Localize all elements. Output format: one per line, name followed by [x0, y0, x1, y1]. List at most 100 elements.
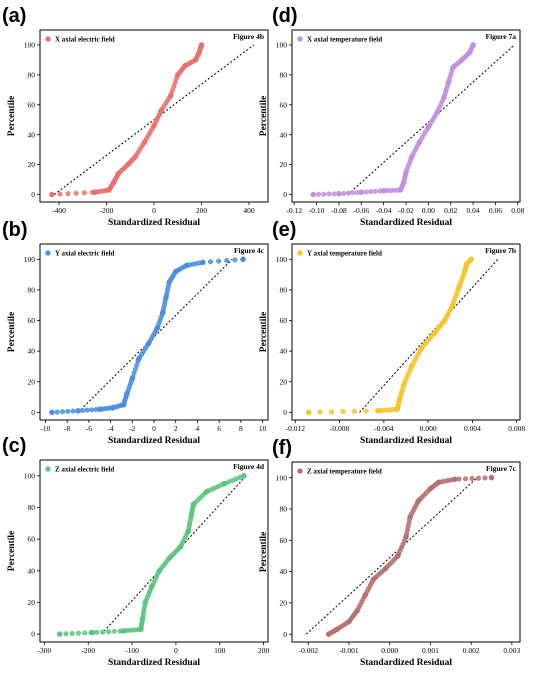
figure-label: Figure 4d: [233, 462, 265, 471]
panel-letter: (e): [272, 219, 296, 241]
data-point: [75, 408, 81, 414]
y-tick-label: 100: [276, 255, 288, 264]
data-point: [461, 268, 468, 275]
data-point: [326, 191, 332, 197]
x-tick-label: 0.008: [508, 424, 525, 433]
x-tick-label: -0.004: [374, 424, 394, 433]
data-point: [418, 345, 425, 351]
data-point: [382, 565, 389, 572]
data-point: [397, 187, 404, 193]
y-tick-label: 80: [280, 286, 288, 295]
legend-label: Y axial electric field: [55, 250, 115, 258]
plot-frame: [39, 29, 269, 203]
data-point: [166, 279, 172, 286]
y-tick-label: 0: [283, 630, 287, 639]
data-point: [488, 474, 495, 481]
y-tick-label: 60: [28, 535, 36, 544]
panel-d: (d) -0.12 -0.10 -0.08 -0.06 -0.04 -0.02 0.00 0.0…: [259, 5, 525, 228]
x-tick-label: -0.12: [286, 206, 302, 215]
legend-marker: [297, 468, 303, 474]
figure-label: Figure 7c: [486, 464, 517, 473]
x-tick-label: -8: [64, 424, 70, 433]
data-point: [416, 139, 423, 145]
x-tick-label: 0.003: [503, 646, 520, 655]
data-point: [80, 407, 86, 414]
data-point: [407, 514, 413, 520]
y-tick-label: 80: [28, 503, 36, 512]
x-tick-label: -0.06: [353, 206, 369, 215]
data-point: [75, 630, 82, 636]
x-tick-label: 0: [152, 424, 156, 433]
plot-frame: [291, 243, 521, 421]
data-point: [185, 528, 191, 534]
data-point: [91, 189, 98, 196]
y-axis-title: Percentile: [259, 312, 269, 352]
x-tick-label: 0.004: [464, 424, 481, 433]
data-point: [462, 476, 469, 482]
data-point: [464, 261, 470, 267]
data-point: [129, 375, 136, 382]
data-point: [188, 512, 195, 519]
data-point: [200, 259, 206, 266]
legend-marker: [45, 250, 51, 256]
data-point: [120, 401, 127, 408]
data-point: [241, 473, 247, 479]
data-point: [159, 310, 166, 316]
data-point: [132, 154, 138, 160]
x-tick-label: -0.10: [309, 206, 325, 215]
data-point: [142, 599, 148, 606]
data-point: [183, 262, 190, 269]
data-point: [334, 626, 340, 633]
data-point: [100, 629, 106, 635]
y-tick-label: 20: [280, 598, 288, 607]
data-point: [358, 189, 365, 196]
x-tick-label: -400: [52, 206, 66, 215]
data-points: [56, 473, 247, 637]
x-tick-label: 0.000: [381, 646, 398, 655]
x-tick-label: -10: [40, 424, 50, 433]
x-tick-label: -200: [100, 206, 114, 215]
x-axis-title: Standardized Residual: [108, 218, 200, 228]
x-tick-label: -300: [38, 646, 52, 655]
y-tick-label: 40: [280, 347, 288, 356]
plot-frame: [291, 461, 521, 643]
data-point: [403, 169, 409, 175]
data-point: [380, 188, 387, 194]
data-point: [198, 42, 205, 48]
x-tick-label: 2: [174, 424, 178, 433]
data-point: [216, 258, 222, 264]
legend-label: X axial temperature field: [307, 36, 382, 44]
data-point: [115, 170, 122, 177]
data-point: [441, 94, 447, 101]
data-point: [70, 408, 76, 414]
x-tick-label: -0.02: [398, 206, 414, 215]
panel-letter: (d): [272, 5, 298, 27]
data-point: [57, 191, 63, 197]
x-tick-label: 0.00: [422, 206, 435, 215]
panel-c: (c) -300 -200 -100 0 100 200 0 20 40 60 80 100 Standa…: [2, 435, 269, 668]
data-point: [224, 257, 230, 264]
legend-label: X axial electric field: [55, 36, 115, 44]
y-axis-title: Percentile: [259, 532, 269, 572]
x-tick-label: -0.04: [376, 206, 392, 215]
y-tick-label: 80: [28, 70, 36, 79]
panel-letter: (c): [2, 435, 26, 457]
data-point: [452, 476, 458, 482]
data-point: [350, 190, 356, 196]
data-point: [396, 397, 403, 403]
data-point: [89, 629, 96, 636]
data-point: [154, 325, 161, 331]
data-point: [310, 191, 316, 198]
data-point: [54, 409, 60, 415]
legend-marker: [297, 250, 303, 256]
y-axis-title: Percentile: [7, 96, 17, 136]
data-point: [190, 501, 197, 508]
figure-label: Figure 4c: [234, 246, 265, 255]
y-axis-title: Percentile: [259, 96, 269, 136]
data-point: [435, 479, 442, 486]
data-point: [363, 408, 369, 414]
data-point: [124, 391, 130, 397]
x-tick-label: 200: [196, 206, 208, 215]
x-tick-label: 4: [196, 424, 200, 433]
